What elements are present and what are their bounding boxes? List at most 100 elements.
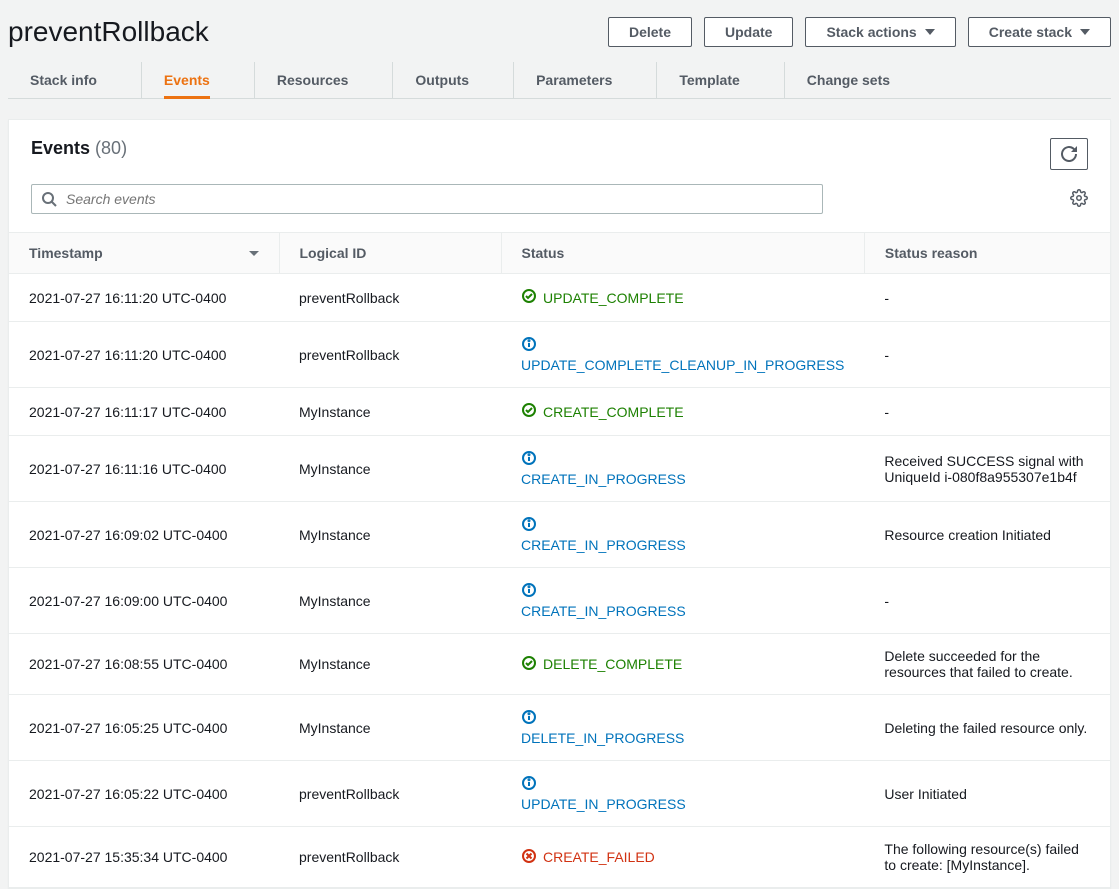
- table-row: 2021-07-27 16:09:02 UTC-0400MyInstanceCR…: [9, 502, 1110, 568]
- table-row: 2021-07-27 16:05:22 UTC-0400preventRollb…: [9, 761, 1110, 827]
- page-title: preventRollback: [8, 16, 209, 48]
- status-text[interactable]: CREATE_IN_PROGRESS: [521, 603, 686, 619]
- table-row: 2021-07-27 16:11:20 UTC-0400preventRollb…: [9, 274, 1110, 322]
- cell-status: UPDATE_IN_PROGRESS: [501, 761, 864, 827]
- status-text[interactable]: DELETE_IN_PROGRESS: [521, 730, 684, 746]
- update-label: Update: [725, 24, 772, 40]
- cell-status-reason: Resource creation Initiated: [864, 502, 1110, 568]
- cell-status: CREATE_IN_PROGRESS: [501, 436, 864, 502]
- status-text: DELETE_COMPLETE: [543, 656, 682, 672]
- cell-status-reason: -: [864, 274, 1110, 322]
- cell-logical-id: preventRollback: [279, 274, 501, 322]
- cell-status: CREATE_FAILED: [501, 827, 864, 888]
- cell-timestamp: 2021-07-27 16:11:17 UTC-0400: [9, 388, 279, 436]
- panel-title: Events (80): [31, 138, 127, 159]
- col-timestamp-label: Timestamp: [29, 245, 103, 261]
- page-header: preventRollback Delete Update Stack acti…: [8, 8, 1111, 62]
- cell-status-reason: Received SUCCESS signal with UniqueId i-…: [864, 436, 1110, 502]
- cell-timestamp: 2021-07-27 16:11:20 UTC-0400: [9, 274, 279, 322]
- cell-timestamp: 2021-07-27 16:09:02 UTC-0400: [9, 502, 279, 568]
- cell-status: UPDATE_COMPLETE_CLEANUP_IN_PROGRESS: [501, 322, 864, 388]
- tab-template[interactable]: Template: [656, 62, 739, 98]
- tab-resources[interactable]: Resources: [254, 62, 349, 98]
- delete-label: Delete: [629, 24, 671, 40]
- cell-timestamp: 2021-07-27 16:09:00 UTC-0400: [9, 568, 279, 634]
- success-icon: [521, 288, 537, 304]
- cell-logical-id: MyInstance: [279, 695, 501, 761]
- search-input[interactable]: [31, 184, 823, 214]
- cell-status: CREATE_COMPLETE: [501, 388, 864, 436]
- tab-events[interactable]: Events: [141, 62, 210, 98]
- success-icon: [521, 655, 537, 671]
- status-text[interactable]: CREATE_IN_PROGRESS: [521, 471, 686, 487]
- cell-timestamp: 2021-07-27 16:05:22 UTC-0400: [9, 761, 279, 827]
- status-text: UPDATE_COMPLETE: [543, 290, 684, 306]
- tab-change-sets[interactable]: Change sets: [784, 62, 890, 98]
- status-text[interactable]: UPDATE_IN_PROGRESS: [521, 796, 686, 812]
- col-status[interactable]: Status: [501, 233, 864, 274]
- cell-status: DELETE_IN_PROGRESS: [501, 695, 864, 761]
- col-logical-id-label: Logical ID: [300, 245, 367, 261]
- col-timestamp[interactable]: Timestamp: [9, 233, 279, 274]
- settings-button[interactable]: [1070, 189, 1088, 210]
- create-stack-label: Create stack: [989, 24, 1072, 40]
- status-text: CREATE_COMPLETE: [543, 404, 684, 420]
- cell-timestamp: 2021-07-27 16:05:25 UTC-0400: [9, 695, 279, 761]
- info-icon: [521, 709, 537, 725]
- status-text[interactable]: UPDATE_COMPLETE_CLEANUP_IN_PROGRESS: [521, 357, 844, 373]
- cell-status-reason: User Initiated: [864, 761, 1110, 827]
- table-row: 2021-07-27 16:08:55 UTC-0400MyInstanceDE…: [9, 634, 1110, 695]
- cell-logical-id: MyInstance: [279, 436, 501, 502]
- col-status-reason[interactable]: Status reason: [864, 233, 1110, 274]
- cell-timestamp: 2021-07-27 16:11:20 UTC-0400: [9, 322, 279, 388]
- info-icon: [521, 516, 537, 532]
- info-icon: [521, 450, 537, 466]
- create-stack-button[interactable]: Create stack: [968, 17, 1111, 47]
- cell-logical-id: preventRollback: [279, 322, 501, 388]
- cell-status: CREATE_IN_PROGRESS: [501, 568, 864, 634]
- cell-logical-id: MyInstance: [279, 568, 501, 634]
- cell-status-reason: -: [864, 388, 1110, 436]
- table-row: 2021-07-27 16:11:17 UTC-0400MyInstance CR…: [9, 388, 1110, 436]
- info-icon: [521, 336, 537, 352]
- cell-status-reason: -: [864, 322, 1110, 388]
- gear-icon: [1070, 189, 1088, 207]
- tabs: Stack info Events Resources Outputs Paramete…: [8, 62, 1111, 99]
- cell-status: CREATE_IN_PROGRESS: [501, 502, 864, 568]
- tab-parameters[interactable]: Parameters: [513, 62, 612, 98]
- col-status-label: Status: [522, 245, 565, 261]
- update-button[interactable]: Update: [704, 17, 793, 47]
- cell-status: UPDATE_COMPLETE: [501, 274, 864, 322]
- chevron-down-icon: [925, 29, 935, 35]
- table-row: 2021-07-27 16:11:16 UTC-0400MyInstance CR…: [9, 436, 1110, 502]
- panel-count: (80): [95, 138, 127, 158]
- cell-status-reason: Deleting the failed resource only.: [864, 695, 1110, 761]
- cell-timestamp: 2021-07-27 15:35:34 UTC-0400: [9, 827, 279, 888]
- cell-logical-id: MyInstance: [279, 388, 501, 436]
- error-icon: [521, 848, 537, 864]
- table-row: 2021-07-27 16:09:00 UTC-0400MyInstance CR…: [9, 568, 1110, 634]
- table-row: 2021-07-27 16:11:20 UTC-0400preventRollb…: [9, 322, 1110, 388]
- status-text[interactable]: CREATE_IN_PROGRESS: [521, 537, 686, 553]
- table-row: 2021-07-27 16:05:25 UTC-0400MyInstance DE…: [9, 695, 1110, 761]
- events-table: Timestamp Logical ID Status Status reaso…: [9, 232, 1110, 888]
- stack-actions-button[interactable]: Stack actions: [805, 17, 955, 47]
- cell-status-reason: Delete succeeded for the resources that …: [864, 634, 1110, 695]
- col-logical-id[interactable]: Logical ID: [279, 233, 501, 274]
- search-container: [31, 184, 823, 214]
- refresh-button[interactable]: [1050, 138, 1088, 170]
- panel-title-text: Events: [31, 138, 90, 158]
- cell-logical-id: preventRollback: [279, 827, 501, 888]
- tab-stack-info[interactable]: Stack info: [30, 62, 97, 98]
- cell-timestamp: 2021-07-27 16:11:16 UTC-0400: [9, 436, 279, 502]
- cell-status: DELETE_COMPLETE: [501, 634, 864, 695]
- sort-desc-icon: [249, 245, 259, 261]
- tab-outputs[interactable]: Outputs: [392, 62, 469, 98]
- success-icon: [521, 402, 537, 418]
- table-row: 2021-07-27 15:35:34 UTC-0400preventRollb…: [9, 827, 1110, 888]
- cell-timestamp: 2021-07-27 16:08:55 UTC-0400: [9, 634, 279, 695]
- delete-button[interactable]: Delete: [608, 17, 692, 47]
- search-icon: [41, 191, 57, 207]
- refresh-icon: [1061, 146, 1077, 162]
- cell-status-reason: -: [864, 568, 1110, 634]
